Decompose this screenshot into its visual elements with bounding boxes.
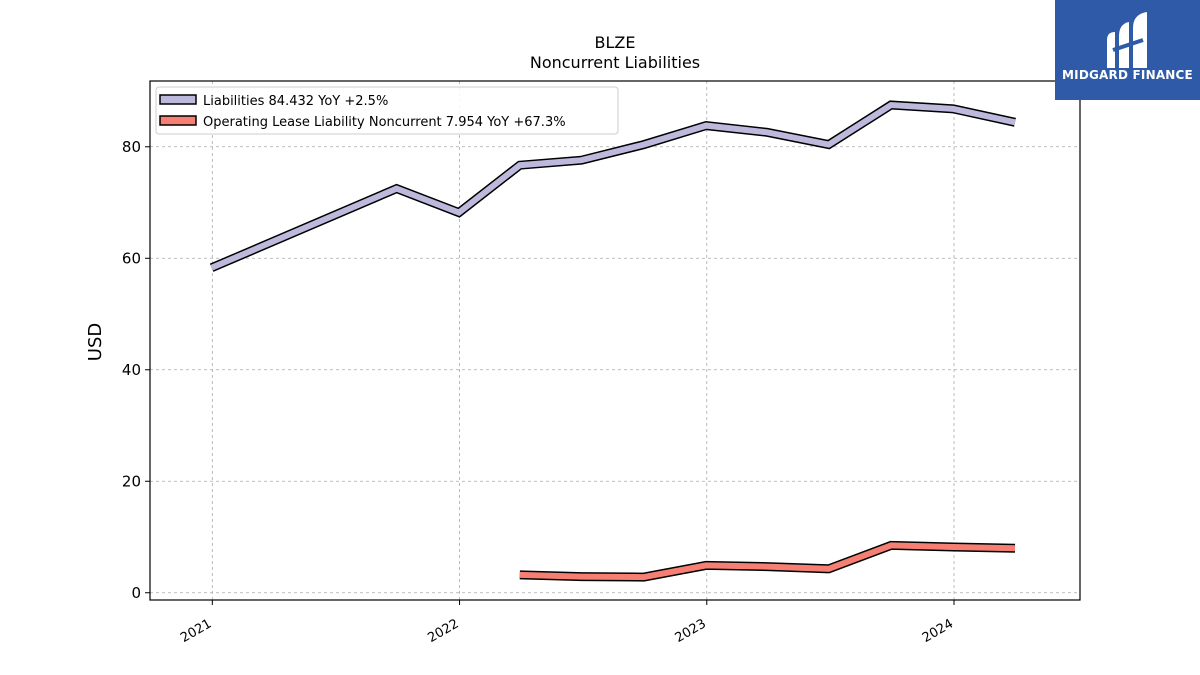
y-tick-label: 60: [122, 249, 141, 267]
legend: Liabilities 84.432 YoY +2.5% Operating L…: [155, 86, 619, 135]
y-tick-label: 20: [122, 472, 141, 490]
x-tick-label: 2024: [920, 616, 956, 646]
y-tick-label: 0: [131, 584, 141, 602]
y-axis-label: USD: [85, 323, 106, 361]
chart-title: BLZE: [595, 33, 636, 52]
legend-label-operating-lease: Operating Lease Liability Noncurrent 7.9…: [203, 115, 566, 130]
legend-frame: [155, 86, 619, 135]
series-line-outline-operating-lease: [519, 540, 1016, 582]
logo: MIDGARD FINANCE: [1055, 0, 1200, 100]
y-tick-label: 40: [122, 361, 141, 379]
y-axis: 0 20 40 60 80: [122, 138, 150, 602]
x-tick-label: 2022: [425, 616, 461, 646]
legend-swatch-liabilities: [159, 94, 197, 105]
grid: [150, 81, 1080, 600]
plot-frame: [149, 80, 1081, 601]
series-line-operating-lease: [519, 542, 1016, 581]
series-line-liabilities: [210, 101, 1016, 271]
x-tick-label: 2023: [673, 616, 709, 646]
x-tick-label: 2021: [178, 616, 214, 646]
legend-swatch-operating-lease: [159, 115, 197, 126]
logo-text: MIDGARD FINANCE: [1062, 68, 1193, 82]
logo-mark-icon: [1107, 12, 1147, 68]
chart-subtitle: Noncurrent Liabilities: [530, 53, 700, 72]
y-tick-label: 80: [122, 138, 141, 156]
series-layer: [209, 100, 1016, 582]
legend-label-liabilities: Liabilities 84.432 YoY +2.5%: [203, 94, 388, 109]
x-axis: 2021 2022 2023 2024: [178, 600, 956, 646]
